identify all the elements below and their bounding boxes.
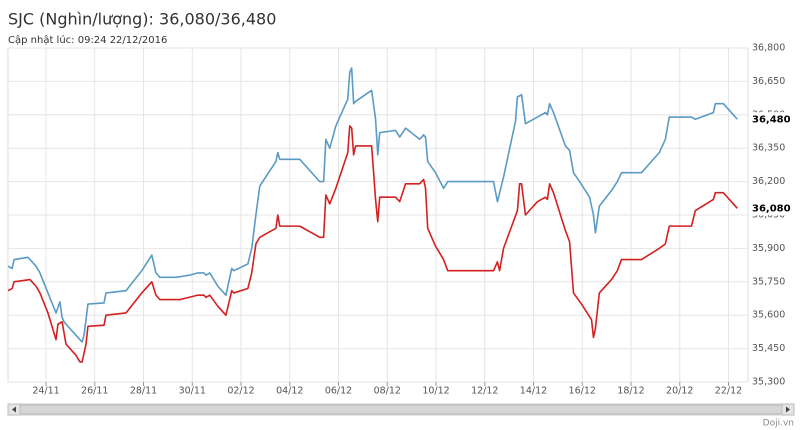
y-tick-label: 36,200 xyxy=(752,176,785,187)
arrow-right xyxy=(786,406,790,413)
y-tick-label: 35,300 xyxy=(752,377,785,388)
x-tick-label: 16/12 xyxy=(569,386,596,397)
x-tick-label: 28/11 xyxy=(130,386,157,397)
arrow-left xyxy=(12,406,16,413)
x-tick-label: 06/12 xyxy=(325,386,352,397)
y-tick-label: 35,900 xyxy=(752,243,785,254)
price-line xyxy=(7,67,738,343)
scrollbar[interactable] xyxy=(7,403,795,416)
last-price-label: 36,080 xyxy=(752,203,791,214)
last-price-box xyxy=(749,112,787,127)
x-tick-label: 14/12 xyxy=(520,386,547,397)
y-tick-label: 35,600 xyxy=(752,310,785,321)
x-tick-label: 02/12 xyxy=(227,386,254,397)
x-tick-label: 20/12 xyxy=(666,386,693,397)
x-tick-label: 22/12 xyxy=(715,386,742,397)
y-tick-label: 36,800 xyxy=(752,43,785,54)
y-tick-label: 36,650 xyxy=(752,76,785,87)
x-tick-label: 12/12 xyxy=(471,386,498,397)
scrollbar-thumb[interactable] xyxy=(19,404,783,415)
x-tick-label: 08/12 xyxy=(374,386,401,397)
x-tick-label: 04/12 xyxy=(276,386,303,397)
chart-title: SJC (Nghìn/lượng): 36,080/36,480 xyxy=(8,10,276,29)
y-tick-label: 35,450 xyxy=(752,343,785,354)
x-tick-label: 30/11 xyxy=(179,386,206,397)
y-tick-label: 35,750 xyxy=(752,276,785,287)
last-price-label: 36,480 xyxy=(752,114,791,125)
x-tick-label: 24/11 xyxy=(32,386,59,397)
source: Doji.vn xyxy=(763,419,794,429)
x-tick-label: 18/12 xyxy=(617,386,644,397)
x-tick-label: 26/11 xyxy=(81,386,108,397)
y-tick-label: 36,350 xyxy=(752,143,785,154)
chart-subtitle: Cập nhật lúc: 09:24 22/12/2016 xyxy=(8,34,167,46)
x-tick-label: 10/12 xyxy=(422,386,449,397)
last-price-box xyxy=(749,201,787,216)
price-line xyxy=(7,125,738,363)
